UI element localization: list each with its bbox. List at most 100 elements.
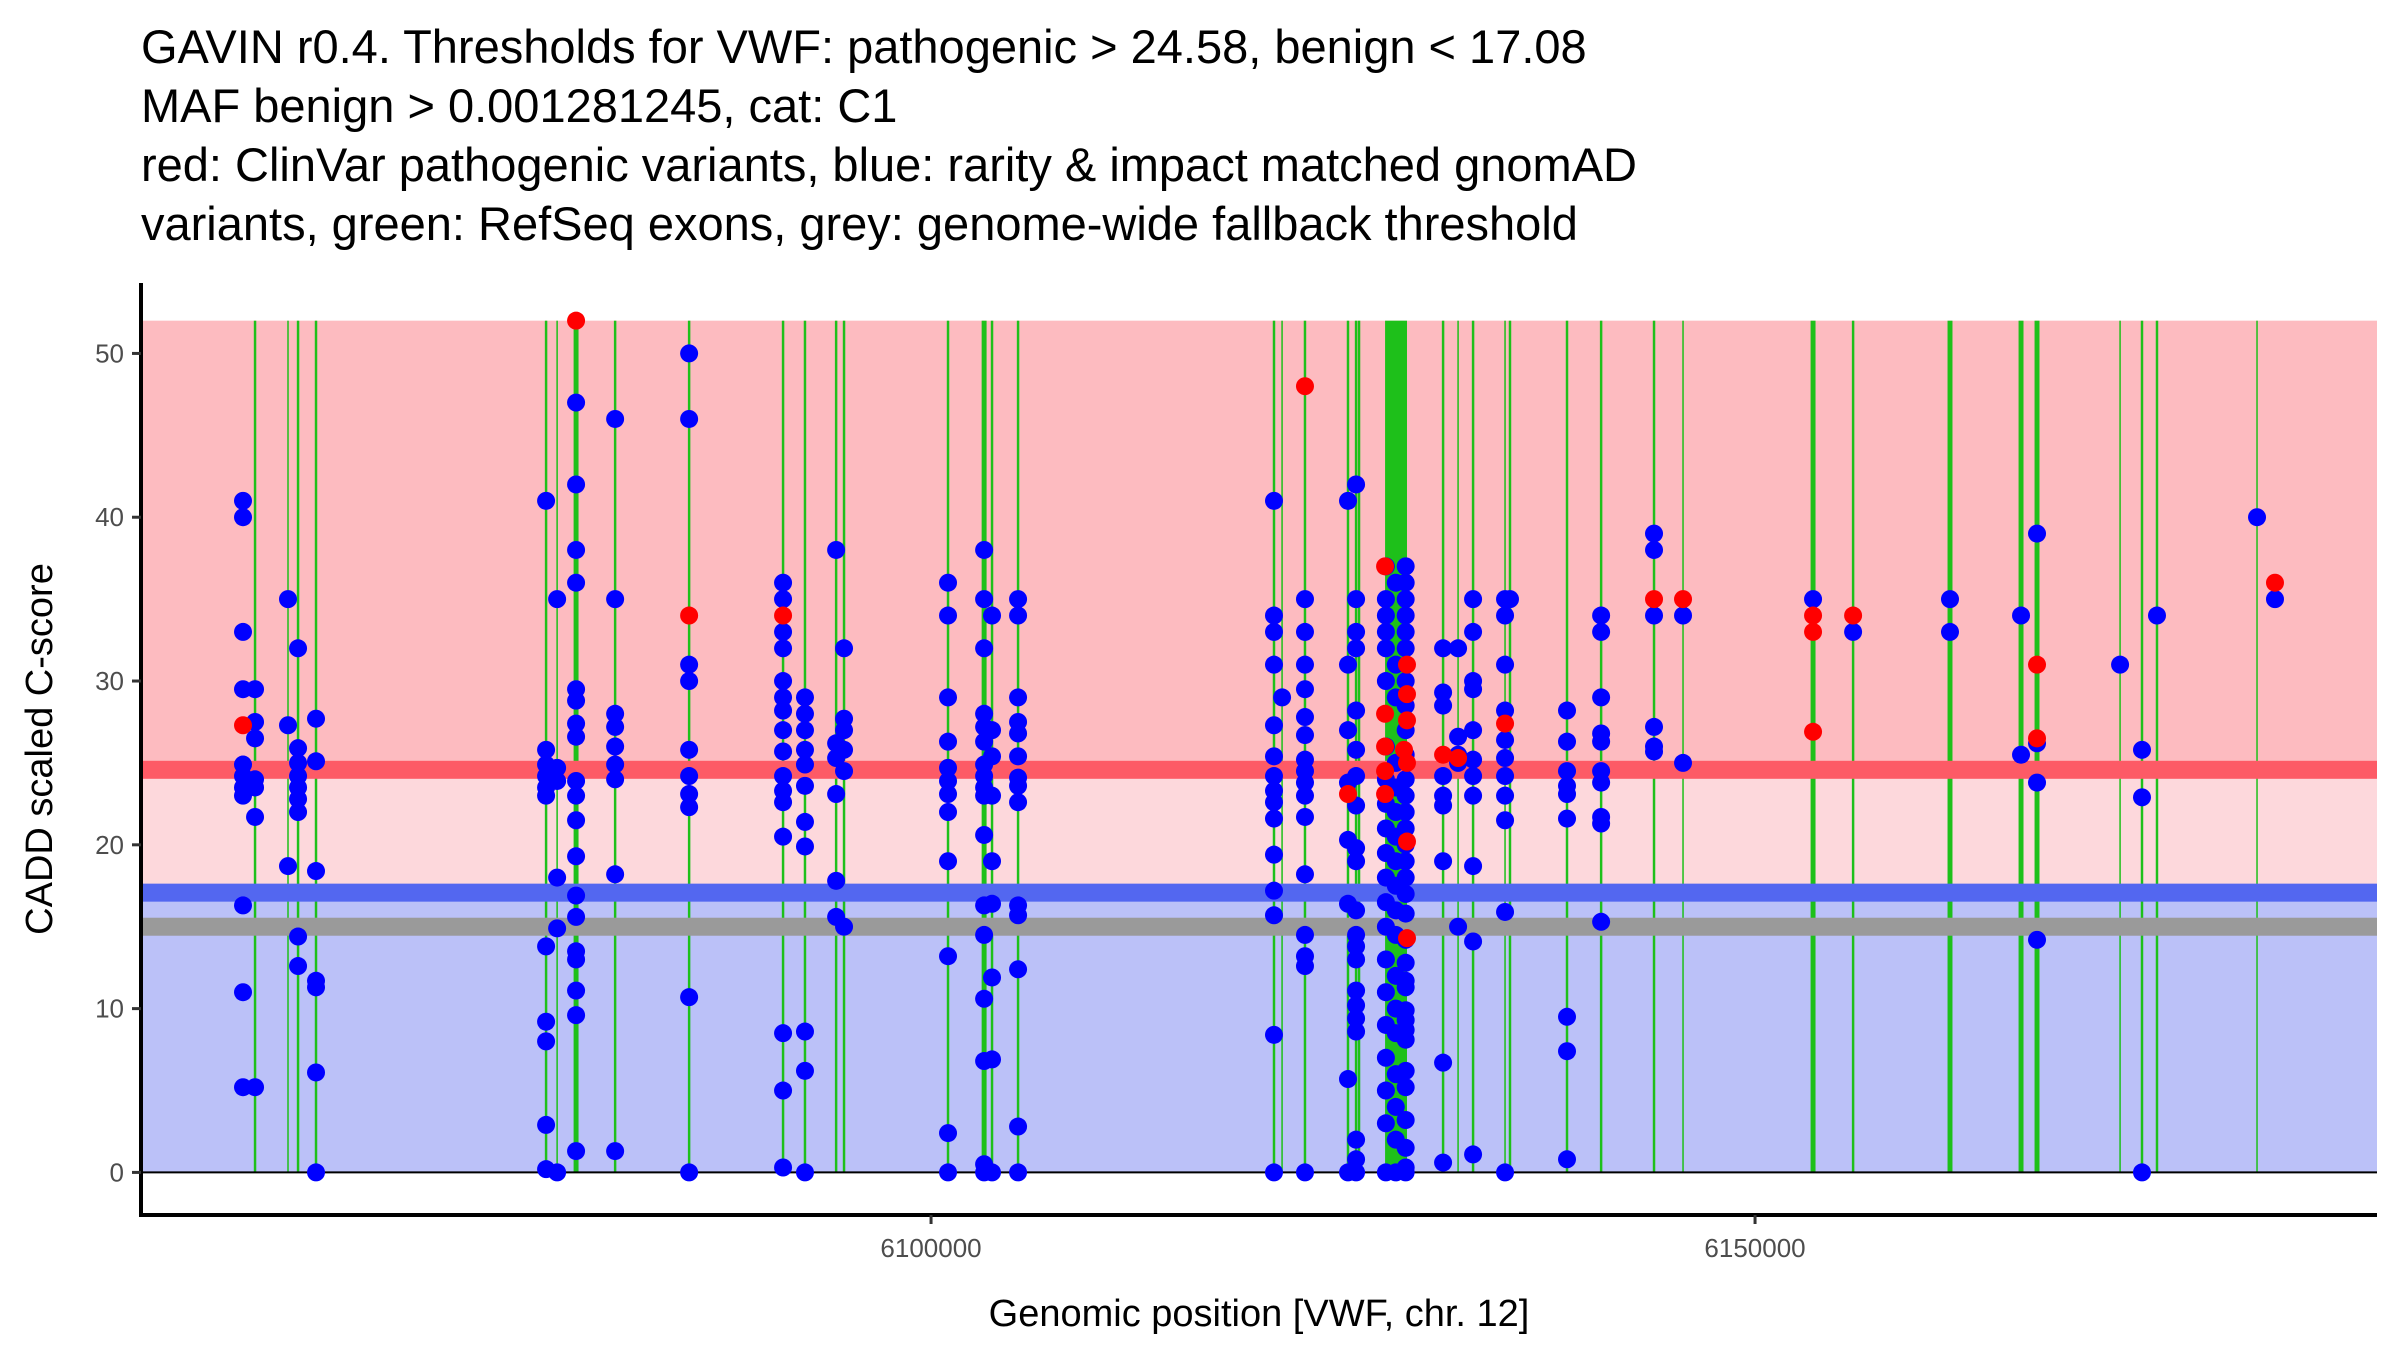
gnomad-variant-point [827, 540, 846, 559]
clinvar-pathogenic-point [774, 606, 793, 625]
gnomad-variant-point [983, 747, 1002, 766]
gnomad-variant-point [774, 1158, 793, 1177]
gnomad-variant-point [1264, 622, 1283, 641]
gnomad-variant-point [835, 762, 854, 781]
gnomad-points [234, 344, 2284, 1182]
gnomad-variant-point [1295, 786, 1314, 805]
gnomad-variant-point [1496, 749, 1515, 768]
gnomad-variant-point [1496, 701, 1515, 720]
gnomad-variant-point [1396, 770, 1415, 789]
gnomad-variant-point [1558, 732, 1577, 751]
gnomad-variant-point [1295, 590, 1314, 609]
gnomad-variant-point [567, 1142, 586, 1161]
gnomad-variant-point [1376, 590, 1395, 609]
gnomad-variant-point [975, 925, 994, 944]
gnomad-variant-point [289, 927, 308, 946]
y-tick-label: 30 [95, 666, 124, 696]
title-line-2: MAF benign > 0.001281245, cat: C1 [141, 79, 897, 132]
gnomad-variant-point [1376, 950, 1395, 969]
gnomad-variant-point [939, 573, 958, 592]
gnomad-variant-point [1264, 747, 1283, 766]
gnomad-variant-point [1674, 753, 1693, 772]
y-axis-title: CADD scaled C-score [19, 563, 61, 935]
gnomad-variant-point [279, 716, 298, 735]
clinvar-pathogenic-point [1804, 606, 1823, 625]
gnomad-variant-point [2132, 1163, 2151, 1182]
gnomad-variant-point [1347, 622, 1366, 641]
gnomad-variant-point [289, 957, 308, 976]
gnomad-variant-point [774, 793, 793, 812]
gnomad-variant-point [1941, 622, 1960, 641]
x-tick-label: 6150000 [1704, 1233, 1805, 1263]
exon-line [314, 320, 318, 1173]
gnomad-variant-point [983, 606, 1002, 625]
gnomad-variant-point [567, 907, 586, 926]
gnomad-variant-point [1396, 852, 1415, 871]
gnomad-variant-point [827, 785, 846, 804]
gnomad-variant-point [1464, 750, 1483, 769]
gnomad-variant-point [537, 937, 556, 956]
gnomad-variant-point [1496, 902, 1515, 921]
y-tick-label: 10 [95, 994, 124, 1024]
gnomad-variant-point [1844, 622, 1863, 641]
gnomad-variant-point [246, 729, 265, 748]
gnomad-variant-point [1496, 767, 1515, 786]
gnomad-variant-point [1645, 742, 1664, 761]
y-tick-label: 0 [110, 1157, 124, 1187]
exon-line [1471, 320, 1475, 1173]
y-tick-label: 50 [95, 338, 124, 368]
gnomad-variant-point [774, 672, 793, 691]
gnomad-variant-point [795, 704, 814, 723]
exon-line [1810, 320, 1816, 1173]
gnomad-variant-point [1558, 762, 1577, 781]
gnomad-variant-point [680, 740, 699, 759]
gnomad-variant-point [1295, 807, 1314, 826]
y-axis-ticks: 0 10 20 30 40 50 [95, 338, 141, 1187]
gnomad-variant-point [1376, 672, 1395, 691]
gnomad-variant-point [567, 981, 586, 1000]
gnomad-variant-point [1464, 786, 1483, 805]
gnomad-variant-point [1496, 811, 1515, 830]
gnomad-variant-point [548, 590, 567, 609]
gnomad-variant-point [1376, 1114, 1395, 1133]
gnomad-variant-point [1396, 590, 1415, 609]
clinvar-pathogenic-point [234, 716, 253, 735]
exon-line [556, 320, 558, 1173]
exon-line [2155, 320, 2159, 1173]
gnomad-variant-point [1449, 917, 1468, 936]
gnomad-variant-point [2132, 740, 2151, 759]
gnomad-variant-point [1464, 622, 1483, 641]
gnomad-variant-point [680, 409, 699, 428]
gnomad-variant-point [1264, 1025, 1283, 1044]
gnomad-variant-point [983, 968, 1002, 987]
gnomad-variant-point [1396, 803, 1415, 822]
gnomad-variant-point [2028, 524, 2047, 543]
gnomad-variant-point [975, 590, 994, 609]
gnomad-variant-point [1295, 773, 1314, 792]
gnomad-variant-point [2012, 745, 2031, 764]
gnomad-variant-point [1592, 688, 1611, 707]
gnomad-variant-point [1496, 786, 1515, 805]
gnomad-variant-point [1434, 696, 1453, 715]
gnomad-variant-point [537, 740, 556, 759]
gnomad-variant-point [1396, 786, 1415, 805]
gnomad-variant-point [1396, 639, 1415, 658]
axes: 0 10 20 30 40 50 6100000 6150000 [95, 283, 2377, 1263]
exon-line [1016, 320, 1020, 1173]
exon-line [573, 320, 579, 1173]
gnomad-variant-point [1645, 606, 1664, 625]
gnomad-variant-point [1347, 740, 1366, 759]
gnomad-variant-point [1434, 852, 1453, 871]
gnomad-variant-point [1295, 957, 1314, 976]
gnomad-variant-point [1396, 1163, 1415, 1182]
gnomad-variant-point [827, 871, 846, 890]
gnomad-variant-point [939, 732, 958, 751]
gnomad-variant-point [680, 1163, 699, 1182]
gnomad-variant-point [289, 789, 308, 808]
gnomad-variant-point [1376, 606, 1395, 625]
pathogenic-threshold-line [142, 760, 2377, 779]
gnomad-variant-point [774, 767, 793, 786]
gnomad-variant-point [1295, 708, 1314, 727]
gnomad-variant-point [548, 758, 567, 777]
gnomad-variant-point [2028, 773, 2047, 792]
